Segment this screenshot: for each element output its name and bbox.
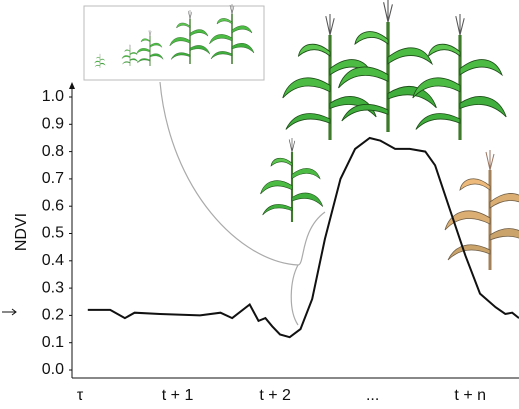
decoration xyxy=(2,0,519,326)
plant-icon xyxy=(259,136,324,224)
plant-icon xyxy=(443,148,519,272)
inset-box xyxy=(83,5,265,81)
x-tick-label: t + n xyxy=(454,387,486,404)
y-tick-label: 0.4 xyxy=(42,252,64,269)
y-tick-label: 0.5 xyxy=(42,225,64,242)
y-tick-label: 0.9 xyxy=(42,116,64,133)
arrow xyxy=(2,308,17,316)
y-tick-label: 0.6 xyxy=(42,197,64,214)
plant-icon xyxy=(411,12,508,142)
x-tick-label: τ xyxy=(77,387,84,404)
y-tick-label: 0.3 xyxy=(42,279,64,296)
x-tick-label: ... xyxy=(366,387,379,404)
bracket xyxy=(159,81,326,326)
y-tick-label: 0.0 xyxy=(42,361,64,378)
y-tick-label: 0.2 xyxy=(42,307,64,324)
y-tick-label: 0.8 xyxy=(42,143,64,160)
y-axis-label: NDVI xyxy=(13,213,30,251)
y-axis-arrow xyxy=(69,82,75,89)
y-tick-label: 0.7 xyxy=(42,170,64,187)
x-tick-label: t + 1 xyxy=(162,387,194,404)
y-tick-label: 0.1 xyxy=(42,334,64,351)
x-tick-label: t + 2 xyxy=(259,387,291,404)
ndvi-line xyxy=(87,136,519,339)
y-tick-label: 1.0 xyxy=(42,88,64,105)
